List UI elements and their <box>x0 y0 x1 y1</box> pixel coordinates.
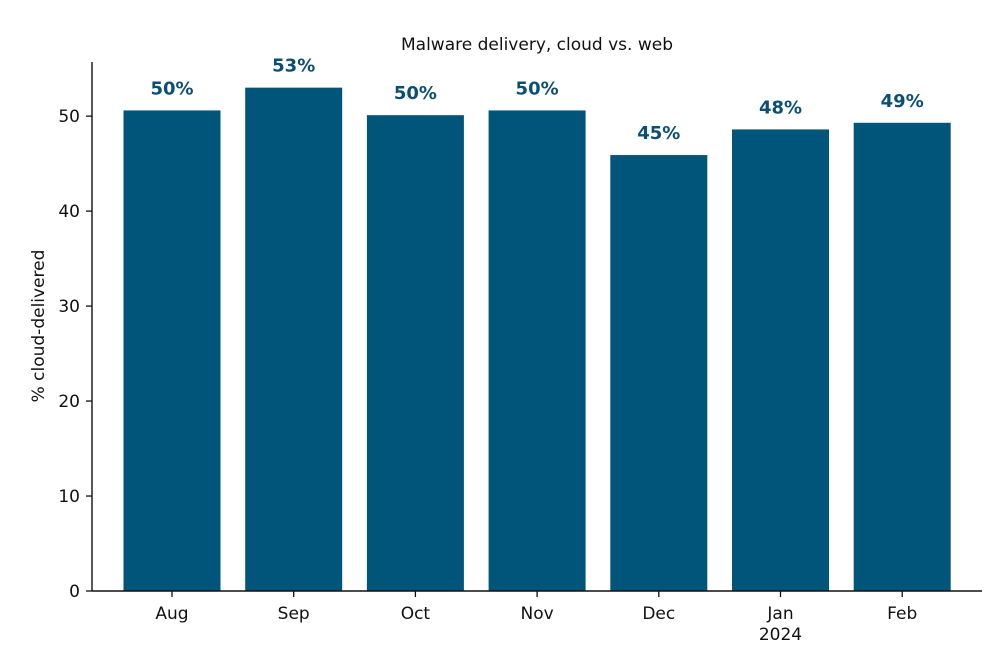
x-tick-sublabel: 2024 <box>759 625 802 645</box>
x-tick-label: Oct <box>401 604 431 624</box>
bar-nov <box>488 110 586 591</box>
y-tick-label: 40 <box>58 202 80 222</box>
x-tick-label: Nov <box>521 604 554 624</box>
bar-sep <box>245 87 343 591</box>
chart-title: Malware delivery, cloud vs. web <box>401 35 673 55</box>
y-tick-label: 20 <box>58 392 80 412</box>
y-tick-label: 10 <box>58 487 80 507</box>
x-tick-label: Feb <box>887 604 917 624</box>
bar-jan <box>732 129 829 591</box>
data-label-sep: 53% <box>272 56 315 77</box>
y-axis-label: % cloud-delivered <box>29 250 49 403</box>
data-labels-group: 50% 53% 50% 50% 45% 48% 49% <box>150 56 923 144</box>
bars-group <box>123 87 951 591</box>
data-label-aug: 50% <box>150 78 193 99</box>
bar-dec <box>610 155 708 591</box>
x-tick-label: Aug <box>155 604 188 624</box>
bar-aug <box>123 110 221 591</box>
bar-feb <box>853 122 951 591</box>
bar-oct <box>366 115 464 591</box>
x-tick-label: Jan <box>766 604 793 624</box>
data-label-oct: 50% <box>394 83 437 104</box>
y-tick-label: 50 <box>58 107 80 127</box>
x-tick-label: Dec <box>642 604 675 624</box>
y-tick-label: 0 <box>69 582 80 602</box>
data-label-jan: 48% <box>759 97 802 118</box>
x-tick-label: Sep <box>278 604 310 624</box>
data-label-dec: 45% <box>637 123 680 144</box>
data-label-nov: 50% <box>516 78 559 99</box>
data-label-feb: 49% <box>881 91 924 112</box>
y-tick-label: 30 <box>58 297 80 317</box>
